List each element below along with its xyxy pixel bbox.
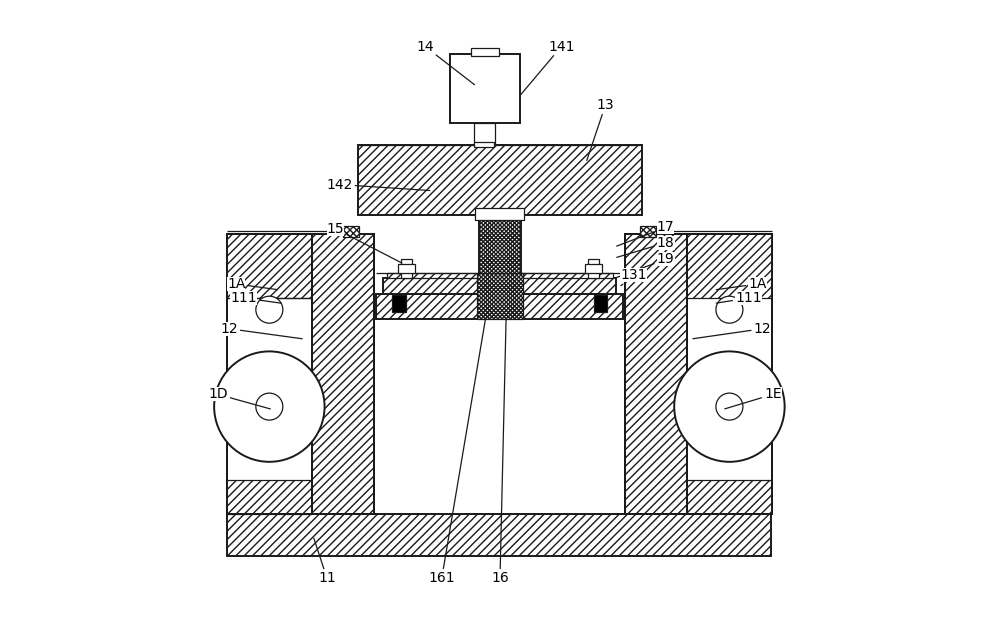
Bar <box>471 48 499 56</box>
Bar <box>227 514 771 556</box>
Text: 131: 131 <box>620 268 647 286</box>
Circle shape <box>256 393 283 420</box>
Bar <box>387 273 613 279</box>
Bar <box>479 215 521 320</box>
Text: 18: 18 <box>617 236 675 258</box>
Bar <box>383 279 616 294</box>
Circle shape <box>256 296 283 323</box>
Text: 16: 16 <box>491 320 509 585</box>
Text: 111: 111 <box>230 291 281 305</box>
Bar <box>312 234 374 514</box>
Text: 142: 142 <box>326 178 430 192</box>
Text: 111: 111 <box>716 291 762 305</box>
Bar <box>227 481 312 514</box>
Text: 1E: 1E <box>725 387 782 409</box>
Bar <box>227 234 374 514</box>
Bar <box>313 234 374 514</box>
Circle shape <box>716 393 743 420</box>
Bar <box>475 208 524 220</box>
Bar <box>343 226 359 236</box>
Bar <box>474 142 494 146</box>
Circle shape <box>674 351 785 462</box>
Bar <box>687 234 772 298</box>
Text: 1D: 1D <box>208 387 270 409</box>
Bar <box>625 234 772 514</box>
Bar <box>625 234 687 514</box>
Bar <box>640 226 656 236</box>
Circle shape <box>214 351 325 462</box>
Bar <box>376 294 623 320</box>
Bar <box>687 481 772 514</box>
Bar <box>358 144 642 215</box>
Bar <box>227 234 312 298</box>
Text: 12: 12 <box>220 321 302 339</box>
Bar <box>376 316 623 514</box>
Text: 14: 14 <box>416 40 474 85</box>
Bar <box>398 265 415 273</box>
Bar <box>392 295 406 312</box>
Text: 17: 17 <box>617 220 674 246</box>
Bar <box>477 273 523 320</box>
Text: 161: 161 <box>428 319 485 585</box>
Text: 11: 11 <box>314 538 336 585</box>
Bar <box>227 234 374 514</box>
Bar <box>625 234 772 514</box>
Circle shape <box>716 296 743 323</box>
Text: 13: 13 <box>587 98 614 160</box>
Text: 12: 12 <box>693 321 771 339</box>
Bar <box>594 295 607 312</box>
Bar <box>474 123 495 144</box>
Bar <box>401 259 412 279</box>
Bar <box>450 54 520 123</box>
Bar <box>588 259 599 279</box>
Text: 1A: 1A <box>716 277 767 291</box>
Text: 19: 19 <box>617 252 675 277</box>
Text: 141: 141 <box>520 40 575 95</box>
Text: 1A: 1A <box>227 277 278 291</box>
Bar <box>585 265 602 273</box>
Text: 15: 15 <box>327 222 402 263</box>
